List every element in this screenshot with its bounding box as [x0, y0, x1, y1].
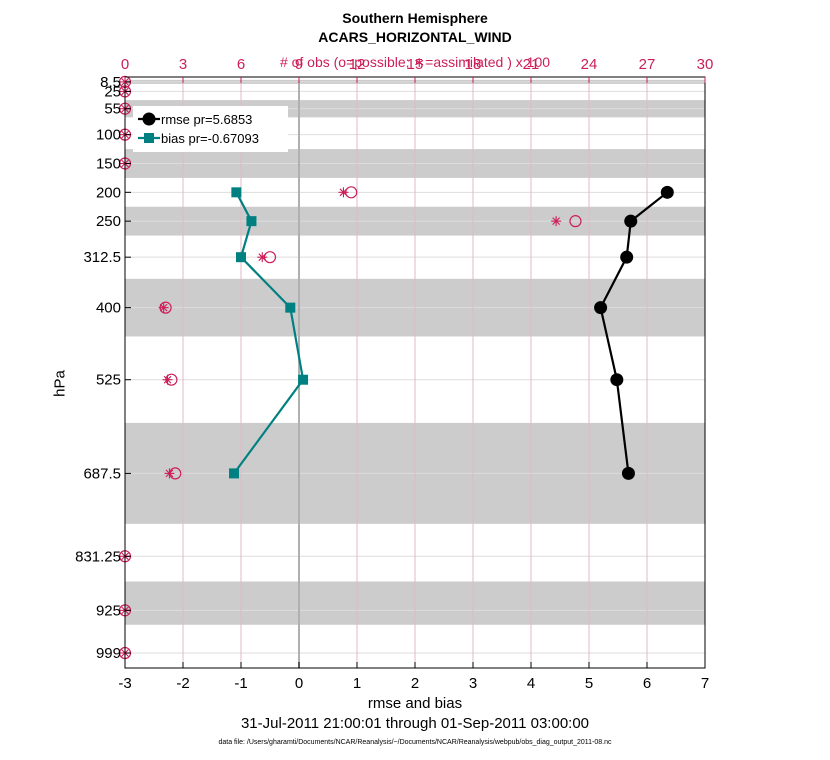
bias-point: [229, 468, 240, 479]
top-tick-label: 12: [349, 56, 366, 73]
y-tick-label: 250: [96, 213, 121, 230]
obs-possible-marker: [569, 215, 582, 228]
y-tick-label: 525: [96, 372, 121, 389]
bias-point: [285, 302, 296, 313]
x-tick-label: 0: [295, 675, 303, 692]
y-tick-label: 100: [96, 127, 121, 144]
y-tick-label: 999: [96, 645, 121, 662]
legend: rmse pr=5.6853 bias pr=-0.67093: [133, 106, 288, 152]
rmse-point: [660, 185, 674, 199]
y-tick-label: 831.25: [75, 548, 121, 565]
rmse-point: [610, 373, 624, 387]
x-tick-label: 6: [643, 675, 651, 692]
top-axis-label: # of obs (o=possible; ∗=assimilated ) x …: [279, 54, 551, 70]
y-tick-label: 687.5: [83, 465, 121, 482]
y-tick-label: 25: [104, 83, 121, 100]
y-tick-label: 200: [96, 184, 121, 201]
top-tick-label: 21: [523, 56, 540, 73]
x-tick-label: 3: [469, 675, 477, 692]
x-tick-label: 1: [353, 675, 361, 692]
data-file-footnote: data file: /Users/gharamti/Documents/NCA…: [218, 739, 612, 746]
top-tick-label: 3: [179, 56, 187, 73]
top-tick-label: 18: [465, 56, 482, 73]
series-lines: [229, 185, 674, 480]
x-tick-label: 4: [527, 675, 535, 692]
top-tick-label: 6: [237, 56, 245, 73]
x-tick-label: -3: [118, 675, 131, 692]
obs-assimilated-marker: [162, 374, 173, 385]
x-tick-label: 7: [701, 675, 709, 692]
top-ticks: 0 3 6 9 12 15 18 21 24 27 30: [121, 56, 714, 83]
x-axis-label: rmse and bias: [367, 695, 463, 712]
obs-assimilated-marker: [257, 252, 268, 263]
rmse-point: [621, 466, 635, 480]
top-tick-label: 15: [407, 56, 424, 73]
date-range: 31-Jul-2011 21:00:01 through 01-Sep-2011…: [240, 715, 590, 732]
chart-subtitle: ACARS_HORIZONTAL_WIND: [318, 29, 512, 45]
top-tick-label: 9: [295, 56, 303, 73]
obs-assimilated-marker: [164, 468, 175, 479]
top-tick-label: 27: [639, 56, 656, 73]
bias-point: [246, 216, 257, 227]
legend-marker: [142, 112, 156, 126]
bias-point: [231, 187, 242, 198]
bias-point: [298, 374, 309, 385]
y-tick-label: 312.5: [83, 249, 121, 266]
legend-marker: [144, 133, 154, 143]
bias-point: [236, 252, 246, 263]
obs-assimilated-marker: [551, 216, 562, 227]
y-tick-label: 8.5: [100, 74, 121, 91]
y-tick-label: 400: [96, 300, 121, 317]
y-tick-label: 150: [96, 155, 121, 172]
y-tick-label: 55: [104, 101, 121, 118]
rmse-line: [599, 191, 668, 474]
top-tick-label: 24: [581, 56, 598, 73]
obs-assimilated-marker: [338, 187, 349, 198]
x-tick-label: -2: [176, 675, 189, 692]
legend-label: bias pr=-0.67093: [161, 131, 259, 146]
top-tick-label: 0: [121, 56, 129, 73]
x-tick-label: -1: [234, 675, 247, 692]
chart-title: Southern Hemisphere: [342, 10, 488, 26]
rmse-point: [620, 250, 634, 264]
x-ticks: -3 -2 -1 0 1 2 3 4 5 6 7: [118, 662, 709, 692]
y-tick-label: 925: [96, 602, 121, 619]
rmse-point: [594, 301, 608, 315]
obs-assimilated-marker: [158, 302, 169, 313]
x-tick-label: 2: [411, 675, 419, 692]
rmse-point: [624, 214, 638, 228]
legend-box: [133, 106, 288, 152]
top-tick-label: 30: [697, 56, 714, 73]
x-tick-label: 5: [585, 675, 593, 692]
legend-label: rmse pr=5.6853: [161, 112, 252, 127]
